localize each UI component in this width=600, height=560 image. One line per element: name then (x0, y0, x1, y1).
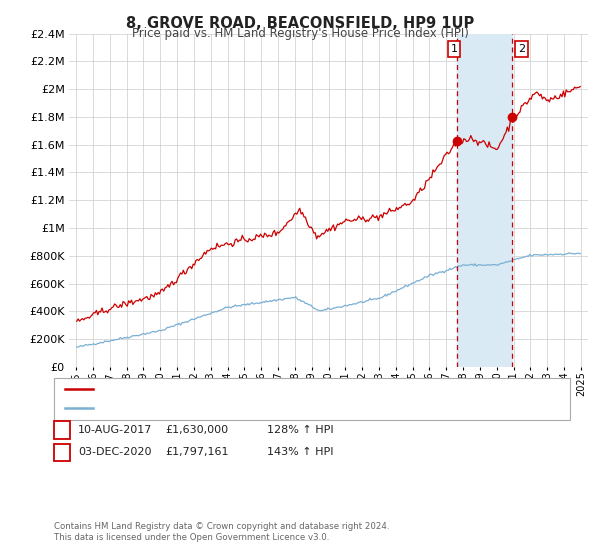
Text: 10-AUG-2017: 10-AUG-2017 (78, 425, 152, 435)
Text: 8, GROVE ROAD, BEACONSFIELD, HP9 1UP (detached house): 8, GROVE ROAD, BEACONSFIELD, HP9 1UP (de… (97, 384, 400, 394)
Text: Contains HM Land Registry data © Crown copyright and database right 2024.: Contains HM Land Registry data © Crown c… (54, 522, 389, 531)
Text: 03-DEC-2020: 03-DEC-2020 (78, 447, 151, 458)
Text: 1: 1 (58, 423, 65, 437)
Text: 2: 2 (518, 44, 525, 54)
Text: Price paid vs. HM Land Registry's House Price Index (HPI): Price paid vs. HM Land Registry's House … (131, 27, 469, 40)
Text: £1,630,000: £1,630,000 (165, 425, 228, 435)
Text: 128% ↑ HPI: 128% ↑ HPI (267, 425, 334, 435)
Text: This data is licensed under the Open Government Licence v3.0.: This data is licensed under the Open Gov… (54, 533, 329, 542)
Text: 2: 2 (58, 446, 65, 459)
Text: 143% ↑ HPI: 143% ↑ HPI (267, 447, 334, 458)
Text: 8, GROVE ROAD, BEACONSFIELD, HP9 1UP: 8, GROVE ROAD, BEACONSFIELD, HP9 1UP (126, 16, 474, 31)
Text: £1,797,161: £1,797,161 (165, 447, 229, 458)
Text: 1: 1 (451, 44, 458, 54)
Text: HPI: Average price, detached house, Buckinghamshire: HPI: Average price, detached house, Buck… (97, 403, 368, 413)
Bar (457, 34, 512, 367)
